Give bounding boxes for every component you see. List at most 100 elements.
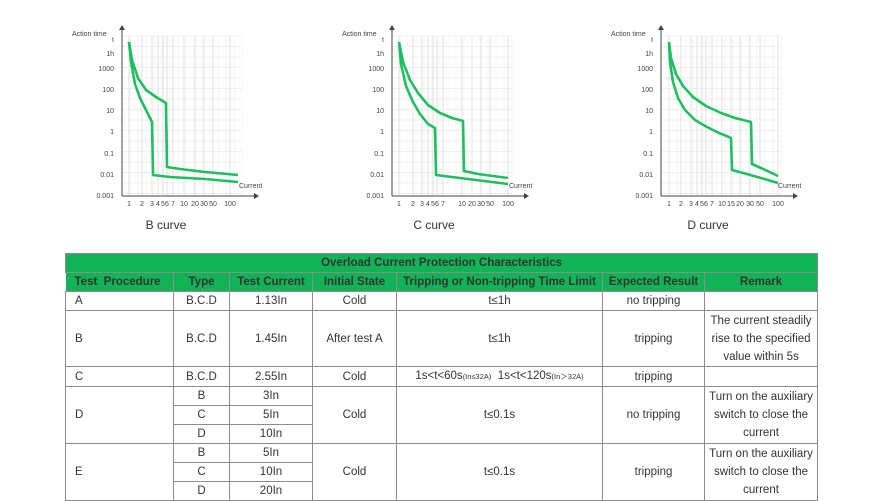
remark-line: Turn on the auxiliary <box>709 448 813 460</box>
y-tick-label: 0.01 <box>370 172 384 179</box>
y-axis-label: Action time <box>611 31 646 38</box>
cell-time: 1s<t<60s(In≤32A) 1s<t<120s(In＞32A) <box>396 366 603 387</box>
cell-result: no tripping <box>602 291 705 311</box>
cell-state: Cold <box>312 366 397 387</box>
header-expected-result: Expected Result <box>602 272 705 292</box>
y-tick-label: 0.1 <box>374 151 384 158</box>
x-tick-label: 3 <box>420 201 424 208</box>
cell-state: Cold <box>312 443 397 501</box>
x-tick-label: 4 <box>695 201 699 208</box>
cell-current: 1.45In <box>229 310 313 367</box>
time-limit-small: 1s<t<60s <box>415 370 463 382</box>
x-tick-label: 50 <box>486 201 494 208</box>
cell-type: C <box>173 405 230 425</box>
header-initial-state: Initial State <box>312 272 397 292</box>
table-title-row: Overload Current Protection Characterist… <box>64 253 819 273</box>
remark-line: switch to close the <box>714 409 809 421</box>
cell-type: B <box>173 386 230 406</box>
y-tick-label: 100 <box>372 87 384 94</box>
x-tick-label: 10 <box>180 201 188 208</box>
y-tick-label: 0.1 <box>104 151 114 158</box>
cell-type: B.C.D <box>173 291 230 311</box>
x-tick-label: 20 <box>468 201 476 208</box>
y-tick-label: 1 <box>110 129 114 136</box>
x-axis-arrow <box>254 193 259 199</box>
y-axis-label: Action time <box>72 31 107 38</box>
lower-trip-curve <box>667 41 779 185</box>
x-tick-label: 100 <box>224 201 236 208</box>
header-test-procedure: Test Procedure <box>65 272 174 292</box>
cell-current: 5In <box>229 443 313 463</box>
y-tick-label: 0.01 <box>639 172 653 179</box>
x-tick-label: 50 <box>756 201 764 208</box>
header-type: Type <box>173 272 230 292</box>
y-tick-label: t <box>651 37 653 44</box>
x-tick-label: 30 <box>477 201 485 208</box>
cell-time: t≤0.1s <box>396 443 603 501</box>
x-tick-label: 6 <box>435 201 439 208</box>
chart-c-curve: Action time 1h 1000 100 10 1 0.1 0.01 0.001 t 1 2 3 4… <box>340 0 590 240</box>
remark-line: value within 5s <box>723 350 799 363</box>
y-tick-label: 0.001 <box>366 193 384 200</box>
cell-type: C <box>173 462 230 482</box>
cell-current: 10In <box>229 424 313 444</box>
table-row: E B 5In Cold t≤0.1s tripping Turn on the… <box>65 443 819 501</box>
x-tick-label: 3 <box>150 201 154 208</box>
chart-caption: C curve <box>413 218 455 232</box>
y-tick-label: 0.001 <box>96 193 114 200</box>
b-curve-plot: Action time 1h 1000 100 10 1 0.1 0.01 0.001 t 1 2 3 4… <box>72 25 262 208</box>
cell-result: tripping <box>602 310 705 367</box>
x-tick-label: 10 <box>718 201 726 208</box>
upper-trip-curve <box>397 41 509 180</box>
header-remark: Remark <box>703 272 819 292</box>
cell-state: After test A <box>312 310 397 367</box>
x-tick-label: 5 <box>700 201 704 208</box>
rating-condition: (In≤32A) <box>462 372 492 381</box>
cell-type: D <box>173 424 230 444</box>
x-tick-label: 1 <box>127 201 131 208</box>
y-tick-label: 1000 <box>98 66 114 73</box>
cell-procedure: A <box>65 291 174 311</box>
x-tick-label: 5 <box>161 201 165 208</box>
y-tick-label: 0.001 <box>635 193 653 200</box>
x-tick-label: 6 <box>165 201 169 208</box>
y-tick-label: t <box>382 37 384 44</box>
x-axis-arrow <box>524 193 529 199</box>
upper-trip-curve <box>667 41 779 178</box>
x-tick-label: 20 <box>736 201 744 208</box>
time-limit-large: 1s<t<120s <box>497 370 552 382</box>
table-row: A B.C.D 1.13In Cold t≤1h no tripping <box>65 291 819 311</box>
cell-type: B <box>173 443 230 463</box>
remark-line: current <box>743 484 779 496</box>
y-tick-label: 0.1 <box>643 151 653 158</box>
lower-trip-curve <box>397 41 509 186</box>
grid-lines <box>661 35 782 196</box>
y-axis-label: Action time <box>342 31 377 38</box>
y-tick-label: 1h <box>376 51 384 58</box>
cell-remark: Turn on the auxiliary switch to close th… <box>703 386 819 444</box>
x-tick-label: 7 <box>441 201 445 208</box>
cell-current: 3In <box>229 386 313 406</box>
cell-type: B.C.D <box>173 310 230 367</box>
x-axis-label: Current <box>239 183 262 190</box>
y-tick-label: 1h <box>106 51 114 58</box>
overload-protection-table: Overload Current Protection Characterist… <box>64 253 819 501</box>
x-tick-label: 7 <box>710 201 714 208</box>
remark-line: Turn on the auxiliary <box>709 391 813 403</box>
cell-procedure: B <box>65 310 174 367</box>
x-tick-label: 100 <box>772 201 784 208</box>
y-tick-label: 1h <box>645 51 653 58</box>
chart-caption: D curve <box>687 218 729 232</box>
x-tick-label: 50 <box>209 201 217 208</box>
cell-current: 1.13In <box>229 291 313 311</box>
table-row: D 10In <box>66 424 818 444</box>
y-tick-label: 10 <box>106 108 114 115</box>
y-tick-label: t <box>112 37 114 44</box>
cell-procedure: E <box>65 443 174 501</box>
remark-line: switch to close the <box>714 466 809 478</box>
y-axis-arrow <box>119 25 125 30</box>
y-tick-label: 10 <box>376 108 384 115</box>
x-tick-label: 100 <box>502 201 514 208</box>
cell-current: 2.55In <box>229 366 313 387</box>
x-tick-label: 2 <box>411 201 415 208</box>
